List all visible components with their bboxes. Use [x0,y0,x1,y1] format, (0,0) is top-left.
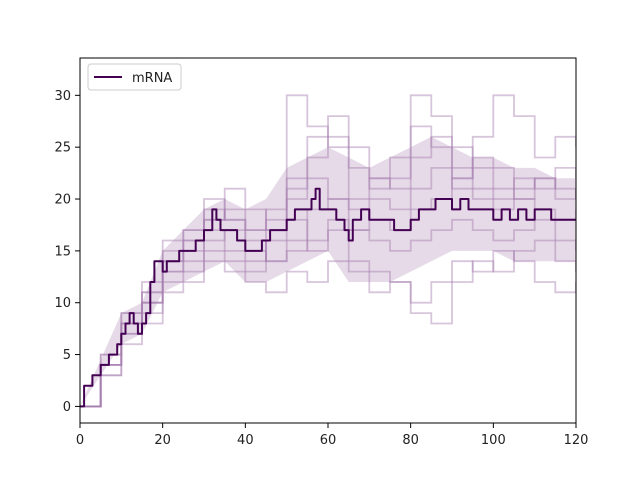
x-tick-label: 0 [76,433,84,448]
legend: mRNA [87,63,182,91]
legend-label: mRNA [132,71,172,86]
y-tick-label: 0 [63,400,71,415]
y-tick-label: 10 [54,296,71,311]
x-tick-label: 40 [237,433,254,448]
y-tick-label: 15 [54,244,71,259]
y-tick-label: 20 [54,193,71,208]
legend-box [87,63,182,91]
trajectory-run-3 [80,250,576,408]
x-tick-label: 100 [481,433,506,448]
y-axis: 0 5 10 15 20 25 30 [54,89,80,415]
series-layer [80,187,576,408]
x-axis: 0 20 40 60 80 100 120 [76,423,589,448]
y-tick-label: 25 [54,141,71,156]
x-tick-label: 60 [320,433,337,448]
trajectory-run-5 [80,218,576,408]
y-tick-label: 5 [63,348,71,363]
y-tick-label: 30 [54,89,71,104]
trajectory-run-6 [80,156,576,408]
x-tick-label: 80 [402,433,419,448]
x-tick-label: 20 [154,433,171,448]
x-tick-label: 120 [564,433,589,448]
series-line-mrna [80,187,576,408]
